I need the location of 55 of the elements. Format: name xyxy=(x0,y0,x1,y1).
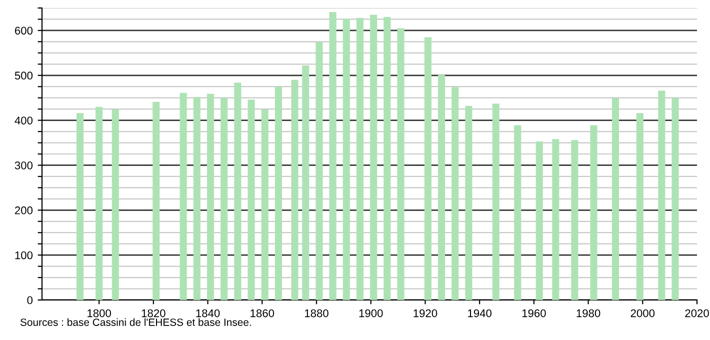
bar xyxy=(152,102,160,300)
x-tick-label: 2020 xyxy=(685,309,709,318)
bar xyxy=(590,125,598,300)
bar xyxy=(112,110,119,300)
bar xyxy=(465,106,472,300)
bar xyxy=(316,42,323,300)
y-tick-label: 600 xyxy=(15,26,33,35)
x-tick-label: 1900 xyxy=(359,309,383,318)
bar xyxy=(302,66,310,300)
bar xyxy=(552,139,560,300)
bar xyxy=(397,28,404,300)
y-tick-label: 100 xyxy=(15,251,33,260)
bar xyxy=(536,141,543,300)
y-tick-label: 300 xyxy=(14,162,33,170)
bar xyxy=(193,96,200,300)
bar xyxy=(96,106,103,300)
bar xyxy=(384,16,391,300)
bar xyxy=(370,14,378,300)
source-note: Sources : base Cassini de l'EHESS et base Insee. xyxy=(20,318,251,326)
bar xyxy=(658,90,666,300)
bar xyxy=(438,74,446,300)
y-tick-label: 500 xyxy=(14,72,33,80)
bar xyxy=(248,100,255,300)
x-tick-label: 1800 xyxy=(88,309,111,318)
bar xyxy=(424,37,432,300)
y-tick-label: 0 xyxy=(27,296,33,304)
y-tick-label: 200 xyxy=(14,206,33,214)
bar xyxy=(220,98,228,300)
bar xyxy=(291,80,298,300)
bar xyxy=(356,18,364,300)
bar xyxy=(180,92,187,300)
bar xyxy=(636,113,644,300)
bar xyxy=(612,98,619,300)
x-tick-label: 1940 xyxy=(468,309,492,318)
x-tick-label: 1980 xyxy=(576,309,600,318)
bar xyxy=(452,87,459,300)
x-tick-label: 1880 xyxy=(304,309,328,318)
bar xyxy=(514,125,522,300)
bar xyxy=(571,140,578,300)
bar xyxy=(672,98,679,300)
bar xyxy=(274,86,282,300)
bar xyxy=(206,94,214,300)
x-tick-label: 1960 xyxy=(522,309,546,318)
x-tick-label: 1840 xyxy=(196,309,220,318)
bar xyxy=(342,18,350,300)
bar xyxy=(329,12,336,300)
bar xyxy=(492,104,500,300)
x-tick-label: 1820 xyxy=(142,309,166,318)
x-tick-label: 1920 xyxy=(414,309,438,318)
x-tick-label: 1860 xyxy=(250,309,274,318)
bar xyxy=(261,110,268,300)
bar xyxy=(234,82,242,300)
y-tick-label: 400 xyxy=(14,116,33,124)
x-tick-label: 2000 xyxy=(630,309,655,318)
bar xyxy=(76,113,84,300)
